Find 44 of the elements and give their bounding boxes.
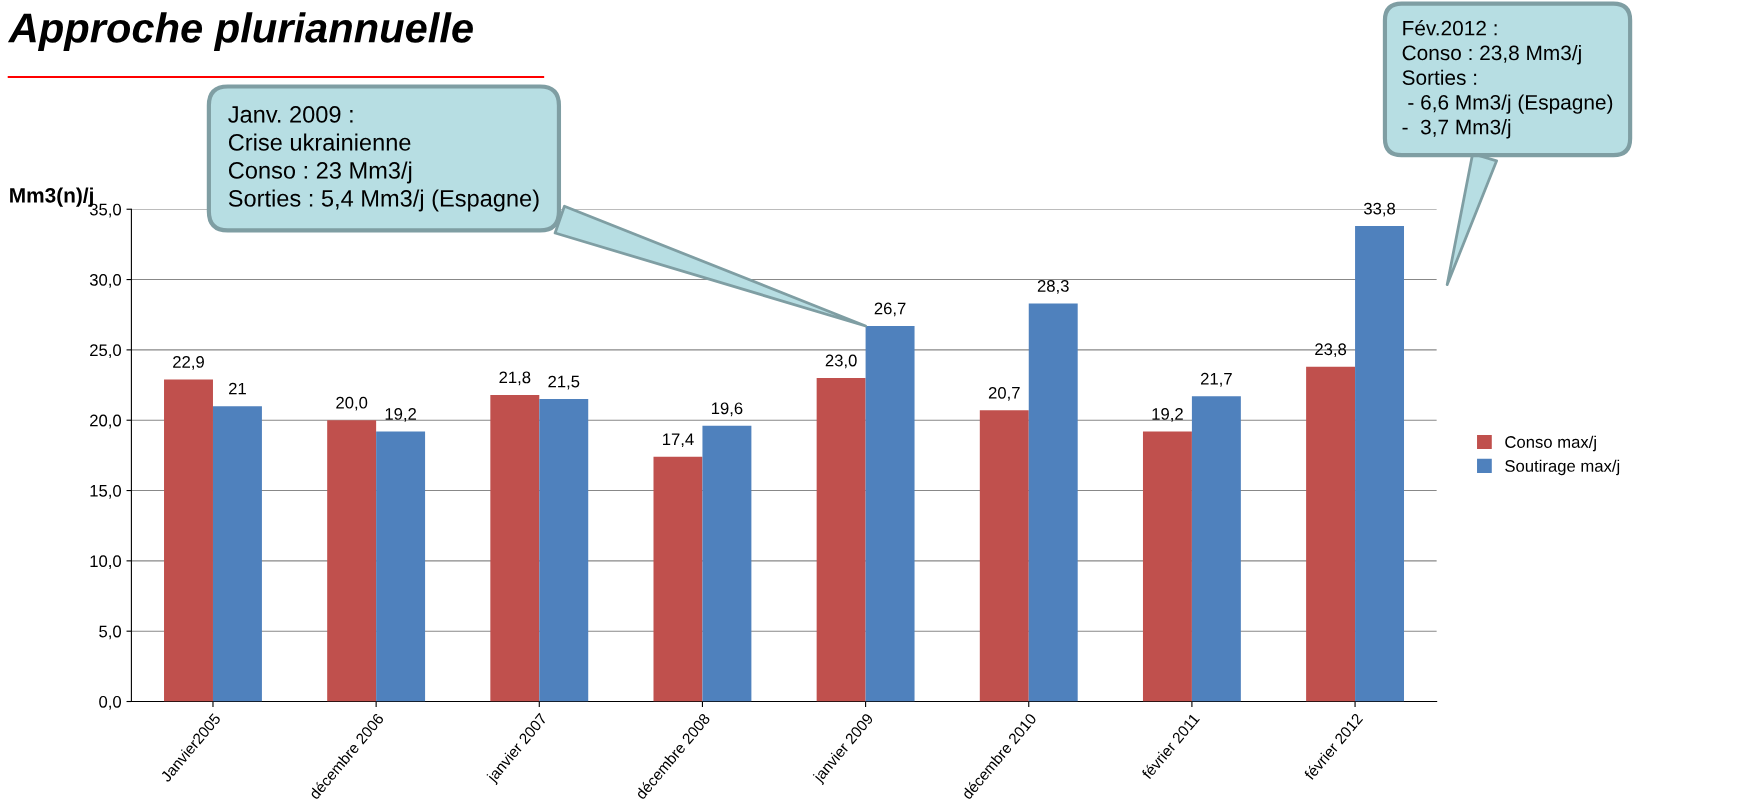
y-tick-label: 25,0: [90, 344, 122, 359]
data-label: 19,6: [711, 402, 743, 417]
y-tick-label: 5,0: [99, 625, 122, 640]
data-label: 21,5: [548, 375, 580, 390]
annotation: Janv. 2009 : Crise ukrainienne Conso : 23 Mm3/j Sorties : 5,4 Mm3/j (Espagne): [228, 106, 539, 212]
text: Fév.2012 : Conso : 23,8 Mm3/j Sorties : - 6,6 Mm3/j (Espagne) - 3,7 Mm3/j: [1402, 20, 1613, 139]
data-label: 19,2: [1152, 408, 1183, 422]
y-tick-label: 30,0: [89, 273, 122, 288]
data-label: 21,7: [1201, 372, 1232, 387]
bar: [376, 431, 426, 702]
legend-label: Soutirage max/j: [1505, 459, 1620, 476]
data-label: 26,7: [874, 302, 906, 317]
bar: [539, 399, 589, 702]
bar: [164, 379, 213, 702]
y-tick-label: 10,0: [90, 555, 122, 570]
data-label: 17,4: [663, 433, 694, 448]
y-tick-label: 20,0: [90, 414, 122, 429]
y-tick-label: 15,0: [90, 484, 122, 499]
bar: [1191, 396, 1241, 702]
data-label: 21,8: [499, 371, 531, 386]
data-label: 22,9: [173, 356, 204, 370]
bar: [327, 420, 377, 702]
bar: [865, 325, 915, 702]
y-tick-label: 0,0: [99, 695, 122, 710]
data-label: 23,0: [825, 354, 857, 369]
data-label: 20,7: [988, 386, 1020, 401]
data-label: 33,8: [1363, 202, 1396, 217]
chart-title: Approche pluriannuelle: [7, 12, 473, 52]
bar: [212, 406, 262, 702]
bar: [1355, 226, 1405, 702]
bar: [1142, 431, 1192, 702]
data-label: 28,3: [1037, 280, 1069, 294]
data-label: 20,0: [336, 396, 368, 411]
data-label: 19,2: [385, 408, 416, 422]
legend-label: Conso max/j: [1505, 435, 1596, 452]
bar: [1306, 366, 1356, 702]
bar: [1028, 303, 1078, 702]
bar: [979, 410, 1029, 702]
bar: [653, 456, 703, 702]
bar: [702, 425, 752, 702]
bar: [816, 378, 866, 702]
data-label: 21: [229, 382, 246, 395]
data-label: 23,8: [1315, 343, 1347, 358]
bar: [490, 394, 540, 702]
